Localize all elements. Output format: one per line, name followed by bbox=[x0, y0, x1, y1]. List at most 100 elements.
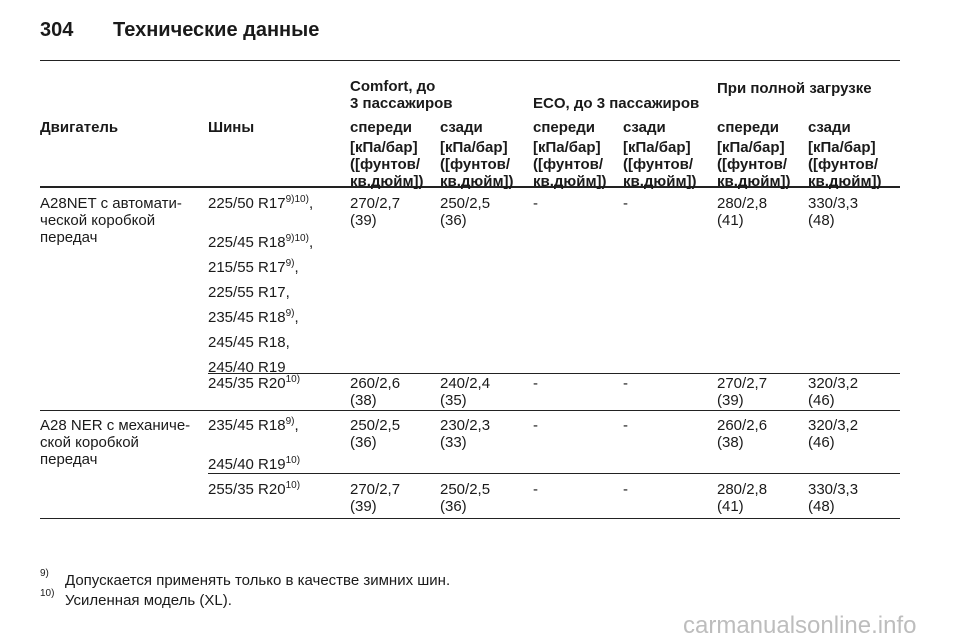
footnote: Усиленная модель (XL). bbox=[65, 592, 232, 609]
pressure: - bbox=[623, 481, 628, 498]
unit-label: ([фунтов/ bbox=[533, 156, 604, 173]
engine: передач bbox=[40, 229, 98, 246]
tyre-size: 245/40 R19 bbox=[208, 359, 286, 376]
pressure: 330/3,3 bbox=[808, 195, 859, 212]
tyre: 235/45 R189), bbox=[208, 308, 299, 327]
unit-label: ([фунтов/ bbox=[350, 156, 421, 173]
punctuation: , bbox=[308, 195, 314, 212]
punctuation: , bbox=[294, 259, 299, 276]
tyre-size: 225/50 R17 bbox=[208, 195, 286, 212]
pressure: (36) bbox=[440, 212, 467, 229]
pressure: (48) bbox=[808, 498, 835, 515]
pressure: - bbox=[533, 375, 538, 392]
column-header: сзади bbox=[440, 119, 483, 136]
pressure: (46) bbox=[808, 434, 835, 451]
rule bbox=[208, 473, 900, 474]
footnote-ref: 9)10) bbox=[285, 233, 309, 244]
unit-label: ([фунтов/ bbox=[623, 156, 694, 173]
pressure: (39) bbox=[350, 498, 377, 515]
pressure: (48) bbox=[808, 212, 835, 229]
rule bbox=[40, 410, 900, 411]
tyre-size: 255/35 R20 bbox=[208, 481, 286, 498]
pressure: (46) bbox=[808, 392, 835, 409]
pressure: 320/3,2 bbox=[808, 375, 859, 392]
tyre-size: 225/45 R18 bbox=[208, 234, 286, 251]
pressure: - bbox=[623, 417, 628, 434]
tyre: 255/35 R2010) bbox=[208, 480, 301, 499]
column-header: Двигатель bbox=[40, 119, 119, 136]
pressure: 250/2,5 bbox=[440, 195, 491, 212]
footnote: Допускается применять только в качестве … bbox=[65, 572, 451, 589]
group-header: При полной загрузке bbox=[717, 80, 872, 97]
tyre-size: 235/45 R18 bbox=[208, 417, 286, 434]
pressure: 250/2,5 bbox=[440, 481, 491, 498]
unit-label: [кПа/бар] bbox=[808, 139, 876, 156]
column-header: Шины bbox=[208, 119, 255, 136]
unit-label: ([фунтов/ bbox=[808, 156, 879, 173]
pressure: - bbox=[533, 417, 538, 434]
pressure: 270/2,7 bbox=[717, 375, 768, 392]
group-header: 3 пассажиров bbox=[350, 95, 453, 112]
engine: ческой коробкой bbox=[40, 212, 156, 229]
unit-label: кв.дюйм]) bbox=[808, 173, 882, 190]
footnote-ref: 9)10) bbox=[285, 194, 309, 205]
pressure: 260/2,6 bbox=[350, 375, 401, 392]
tyre-size: 245/45 R18, bbox=[208, 334, 290, 351]
unit-label: кв.дюйм]) bbox=[440, 173, 514, 190]
punctuation: , bbox=[294, 417, 299, 434]
pressure: (36) bbox=[350, 434, 377, 451]
pressure: (33) bbox=[440, 434, 467, 451]
tyre: 245/40 R19 bbox=[208, 359, 286, 376]
unit-label: [кПа/бар] bbox=[717, 139, 785, 156]
pressure: 270/2,7 bbox=[350, 481, 401, 498]
footnote-mark: 9) bbox=[40, 568, 49, 579]
engine: ской коробкой bbox=[40, 434, 139, 451]
pressure: 270/2,7 bbox=[350, 195, 401, 212]
tyre-size: 215/55 R17 bbox=[208, 259, 286, 276]
pressure: - bbox=[623, 195, 628, 212]
tyre-size: 235/45 R18 bbox=[208, 309, 286, 326]
footnote-ref: 10) bbox=[285, 480, 301, 491]
footnote-ref: 10) bbox=[285, 374, 301, 385]
unit-label: ([фунтов/ bbox=[717, 156, 788, 173]
punctuation: , bbox=[308, 234, 314, 251]
pressure: 280/2,8 bbox=[717, 195, 768, 212]
pressure: - bbox=[533, 481, 538, 498]
tyre-size: 245/40 R19 bbox=[208, 456, 286, 473]
pressure: (36) bbox=[440, 498, 467, 515]
rule bbox=[40, 518, 900, 519]
tyre: 215/55 R179), bbox=[208, 259, 299, 277]
tyre: 225/50 R179)10), bbox=[208, 194, 314, 213]
unit-label: кв.дюйм]) bbox=[350, 173, 424, 190]
pressure: (41) bbox=[717, 498, 744, 515]
group-header: Comfort, до bbox=[350, 78, 436, 95]
unit-label: [кПа/бар] bbox=[440, 139, 508, 156]
pressure: 320/3,2 bbox=[808, 417, 859, 434]
tyre: 245/35 R2010) bbox=[208, 374, 301, 393]
tyre: 225/45 R189)10), bbox=[208, 233, 314, 252]
page-number: 304 bbox=[40, 19, 74, 41]
tyre: 245/40 R1910) bbox=[208, 456, 300, 474]
group-header: ECO, до 3 пассажиров bbox=[533, 95, 700, 112]
tyre: 225/55 R17, bbox=[208, 284, 290, 301]
footnote-ref: 9) bbox=[285, 308, 295, 319]
pressure: - bbox=[533, 195, 538, 212]
punctuation: , bbox=[294, 309, 299, 326]
rule bbox=[40, 186, 900, 188]
pressure: (38) bbox=[717, 434, 744, 451]
column-header: сзади bbox=[623, 119, 666, 136]
engine: A28NET с автомати- bbox=[40, 195, 182, 212]
tyre-size: 225/55 R17, bbox=[208, 284, 290, 301]
footnote-mark: 10) bbox=[40, 588, 55, 599]
pressure: (38) bbox=[350, 392, 377, 409]
unit-label: кв.дюйм]) bbox=[623, 173, 697, 190]
pressure: - bbox=[623, 375, 628, 392]
watermark: carmanualsonline.info bbox=[683, 612, 917, 639]
column-header: сзади bbox=[808, 119, 851, 136]
pressure: 280/2,8 bbox=[717, 481, 768, 498]
engine: передач bbox=[40, 451, 98, 468]
engine: A28 NER с механиче- bbox=[40, 417, 191, 434]
pressure: 330/3,3 bbox=[808, 481, 859, 498]
unit-label: ([фунтов/ bbox=[440, 156, 511, 173]
